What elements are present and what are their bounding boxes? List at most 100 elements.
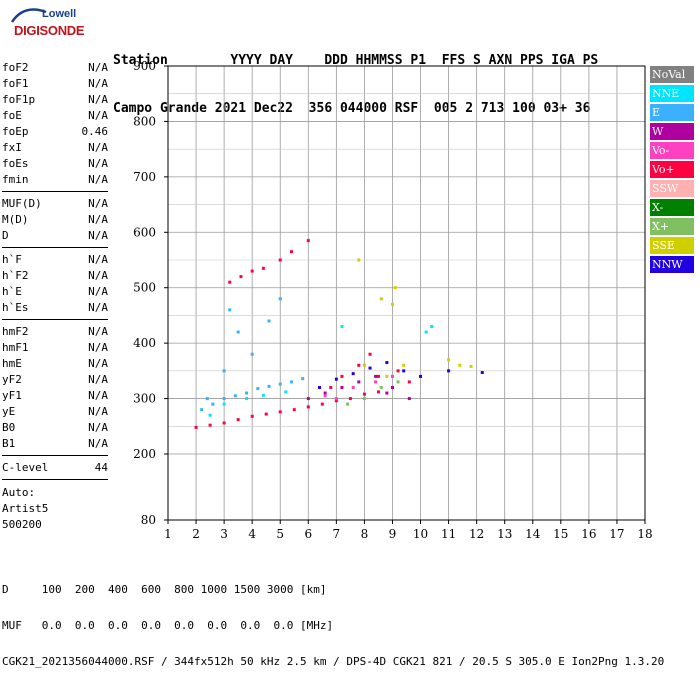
param-label: foEp — [2, 125, 29, 138]
data-point-x — [396, 380, 400, 384]
param-row-clevel: C-level 44 — [2, 460, 108, 476]
param-value: N/A — [88, 253, 108, 266]
param-label: MUF(D) — [2, 197, 42, 210]
data-point-vo — [334, 397, 338, 401]
param-row-he: h`E N/A — [2, 284, 108, 300]
param-label: yF1 — [2, 389, 22, 402]
data-point-nnw — [318, 385, 322, 389]
param-row-fmin: fmin N/A — [2, 172, 108, 188]
param-divider — [2, 247, 108, 248]
param-row-foep: foEp 0.46 — [2, 124, 108, 140]
legend-item-nne: NNE — [650, 85, 694, 102]
x-tick-label: 6 — [304, 527, 312, 541]
param-row-hme: hmE N/A — [2, 356, 108, 372]
data-point-sse — [402, 363, 406, 367]
param-row-hf2: h`F2 N/A — [2, 268, 108, 284]
data-point-nne — [424, 330, 428, 334]
x-tick-label: 5 — [276, 527, 284, 541]
data-point-vo — [261, 266, 265, 270]
data-point-vo — [348, 397, 352, 401]
footer-distance-row: D 100 200 400 600 800 1000 1500 3000 [km… — [2, 583, 327, 596]
param-label: hmF1 — [2, 341, 29, 354]
data-point-nne — [340, 325, 344, 329]
y-tick-label: 700 — [133, 170, 156, 184]
param-row-foes: foEs N/A — [2, 156, 108, 172]
data-point-w — [385, 391, 389, 395]
param-value: N/A — [88, 357, 108, 370]
data-point-vo — [306, 405, 310, 409]
data-point-vo — [396, 369, 400, 373]
footer-muf-row: MUF 0.0 0.0 0.0 0.0 0.0 0.0 0.0 0.0 [MHz… — [2, 619, 334, 632]
data-point-w — [306, 397, 310, 401]
data-point-vo — [320, 402, 324, 406]
legend-item-e: E — [650, 104, 694, 121]
footer-info-row: CGK21_2021356044000.RSF / 344fx512h 50 k… — [2, 655, 665, 668]
data-point-vo — [194, 425, 198, 429]
x-tick-label: 10 — [413, 527, 428, 541]
param-label: fmin — [2, 173, 29, 186]
param-value: N/A — [88, 197, 108, 210]
data-point-w — [374, 374, 378, 378]
x-tick-label: 1 — [164, 527, 172, 541]
data-point-sse — [447, 358, 451, 362]
x-tick-label: 4 — [248, 527, 256, 541]
data-point-nnw — [447, 369, 451, 373]
param-value: N/A — [88, 157, 108, 170]
data-point-vo — [376, 390, 380, 394]
data-point-nnw — [334, 377, 338, 381]
param-label: h`Es — [2, 301, 29, 314]
data-point-e — [278, 382, 282, 386]
data-point-e — [205, 397, 209, 401]
param-row-hmf1: hmF1 N/A — [2, 340, 108, 356]
param-label: h`E — [2, 285, 22, 298]
param-label: hmE — [2, 357, 22, 370]
param-label: C-level — [2, 461, 49, 474]
data-point-vo — [292, 408, 296, 412]
x-tick-label: 13 — [497, 527, 512, 541]
data-point-vo — [250, 414, 254, 418]
data-point-x — [346, 402, 350, 406]
param-value: N/A — [88, 405, 108, 418]
data-point-vo — [340, 374, 344, 378]
data-point-vo — [250, 269, 254, 273]
data-point-e — [233, 394, 237, 398]
param-row-fxi: fxI N/A — [2, 140, 108, 156]
data-point-e — [222, 397, 226, 401]
data-point-e — [267, 384, 271, 388]
data-point-nne — [222, 402, 226, 406]
data-point-vo — [222, 421, 226, 425]
data-point-vo — [228, 280, 232, 284]
ionogram-plot: 1 2 3 4 5 6 7 8 9 10 11 12 13 14 15 16 17 188020030040050… — [133, 59, 653, 541]
data-point-vo — [278, 410, 282, 414]
x-tick-label: 16 — [581, 527, 596, 541]
param-value: N/A — [88, 421, 108, 434]
data-point-nne — [430, 325, 434, 329]
param-value: N/A — [88, 373, 108, 386]
legend-item-nnw: NNW — [650, 256, 694, 273]
autoscaling-info: Auto: Artist5 500200 — [2, 485, 48, 533]
param-value: N/A — [88, 93, 108, 106]
data-point-sse — [458, 363, 462, 367]
y-tick-label: 200 — [133, 447, 156, 461]
param-value: N/A — [88, 77, 108, 90]
data-point-e — [278, 297, 282, 301]
data-point-vo — [357, 363, 361, 367]
data-point-vo — [407, 380, 411, 384]
data-point-e — [245, 391, 249, 395]
param-label: fxI — [2, 141, 22, 154]
data-point-sse — [385, 374, 389, 378]
data-point-x — [362, 397, 366, 401]
data-point-nne — [245, 397, 249, 401]
param-value: N/A — [88, 61, 108, 74]
param-value: N/A — [88, 389, 108, 402]
param-value: N/A — [88, 325, 108, 338]
param-value: 0.46 — [81, 125, 109, 138]
param-value: 44 — [94, 461, 108, 474]
data-point-e — [301, 377, 305, 381]
x-tick-label: 11 — [441, 527, 456, 541]
x-tick-label: 7 — [333, 527, 341, 541]
param-row-mufd: MUF(D) N/A — [2, 196, 108, 212]
header-row-1: Station YYYY DAY DDD HHMMSS P1 FFS S AXN… — [113, 53, 599, 68]
x-tick-label: 9 — [389, 527, 397, 541]
param-value: N/A — [88, 301, 108, 314]
